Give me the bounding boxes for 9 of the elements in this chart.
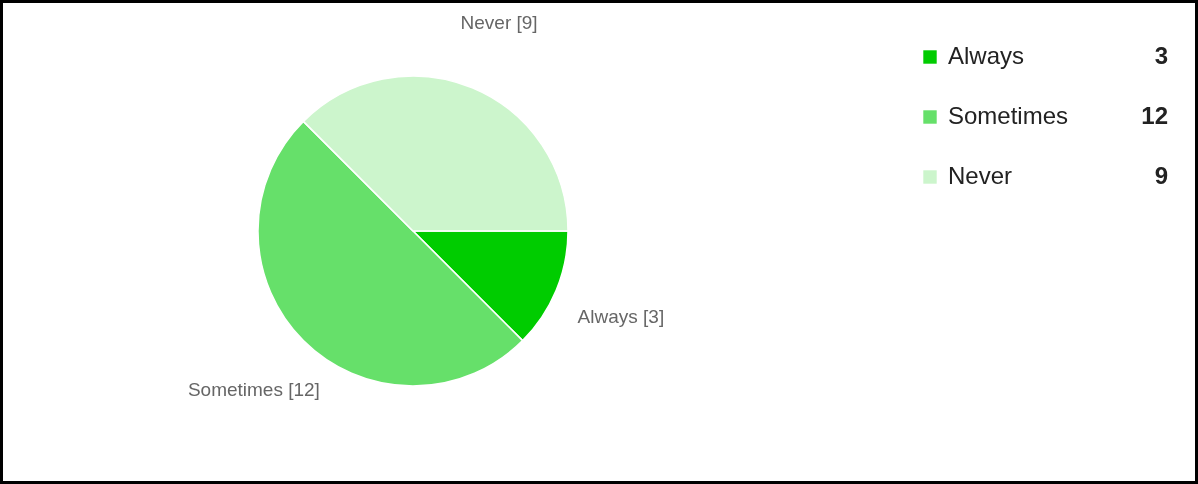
legend-label: Never bbox=[948, 162, 1013, 189]
text: 3 bbox=[1154, 42, 1168, 69]
category-label: Always [3] bbox=[577, 306, 665, 328]
legend-label: Always bbox=[948, 42, 1025, 69]
category-label: Sometimes [12] bbox=[187, 379, 320, 401]
category-label: Never [9] bbox=[460, 12, 538, 34]
text: 9 bbox=[1154, 162, 1168, 189]
legend-label: Sometimes bbox=[948, 102, 1069, 129]
text: 12 bbox=[1141, 102, 1168, 129]
